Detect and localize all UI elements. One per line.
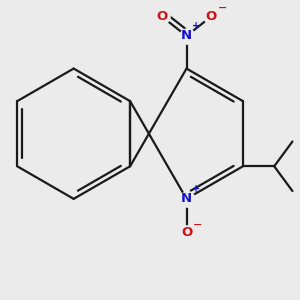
- Text: N: N: [181, 192, 192, 206]
- Text: O: O: [206, 10, 217, 23]
- Text: +: +: [192, 184, 200, 194]
- Text: O: O: [181, 226, 192, 239]
- Text: +: +: [192, 21, 200, 31]
- Text: −: −: [218, 3, 227, 13]
- Text: −: −: [193, 220, 202, 230]
- Text: O: O: [156, 10, 167, 23]
- Text: N: N: [181, 29, 192, 43]
